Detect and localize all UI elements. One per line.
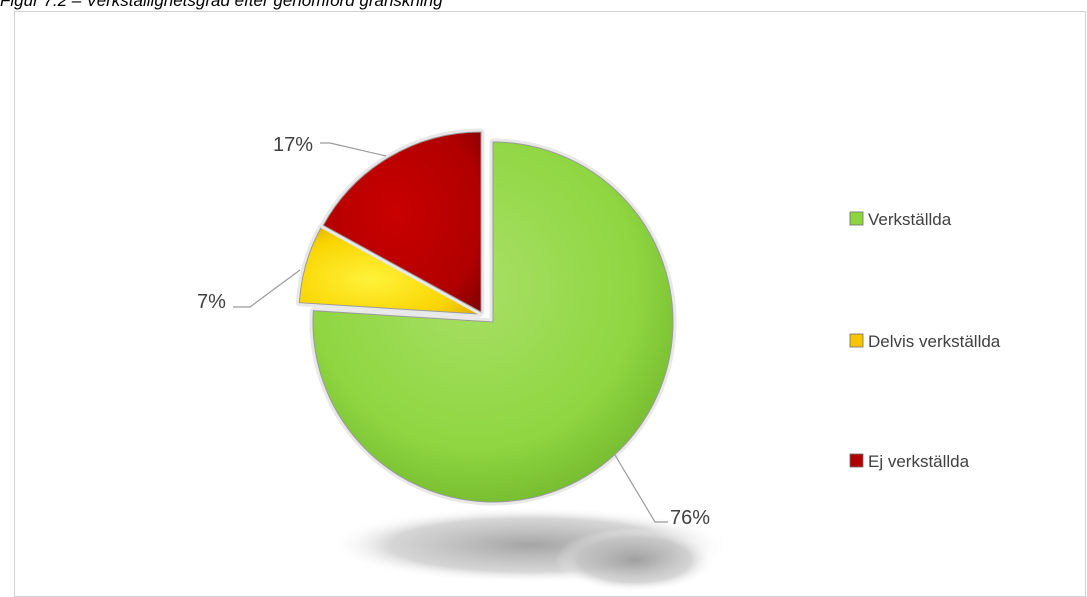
legend-entry-ej-verkstallda: Ej verkställda (868, 452, 970, 471)
legend-entry-verkstallda: Verkställda (868, 210, 952, 229)
legend: Verkställda Delvis verkställda Ej verkst… (849, 210, 1001, 471)
leader-lines (233, 142, 668, 523)
legend-swatch-delvis-verkstallda (849, 333, 864, 348)
leader-delvis-verkstallda (233, 269, 301, 308)
legend-swatch-ej-verkstallda (849, 453, 864, 468)
pie-slices (295, 128, 677, 506)
leader-verkstallda (614, 454, 668, 523)
slice-verkstallda (312, 141, 674, 503)
data-label-verkstallda: 76% (670, 507, 710, 529)
figure-caption: Figur 7.2 – Verkställighetsgrad efter ge… (0, 0, 443, 10)
shadow-group (330, 507, 730, 592)
leader-ej-verkstallda (320, 142, 387, 157)
slice-ej-verkstallda (322, 131, 482, 313)
legend-entry-delvis-verkstallda: Delvis verkställda (868, 332, 1001, 351)
pie-shadow-tail (555, 528, 715, 592)
data-label-ej-verkstallda: 17% (273, 134, 313, 156)
legend-swatch-verkstallda (849, 211, 864, 226)
data-label-delvis-verkstallda: 7% (197, 291, 226, 313)
